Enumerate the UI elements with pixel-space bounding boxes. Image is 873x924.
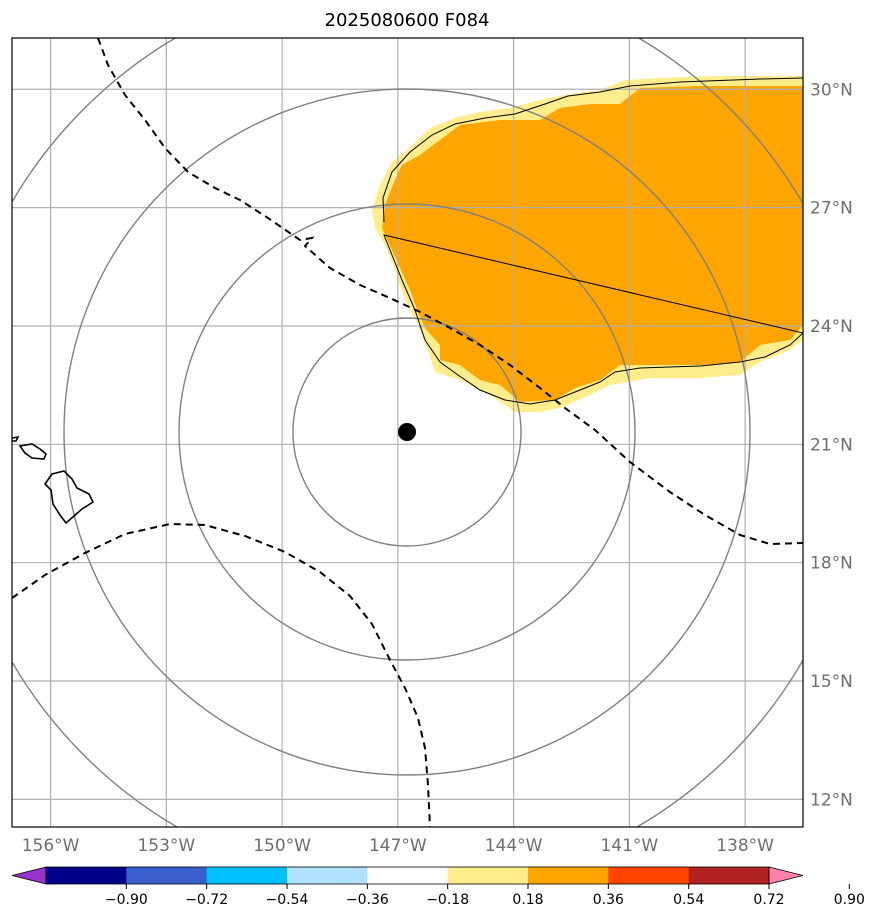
colorbar-segment <box>608 867 690 884</box>
colorbar-segment <box>367 867 449 884</box>
colorbar-extend-low <box>11 866 47 885</box>
map-frame <box>11 37 804 828</box>
island-big-island <box>43 470 95 525</box>
colorbar-segment <box>126 867 208 884</box>
dashed-contour-north <box>97 38 803 546</box>
colorbar-tick-label: −0.36 <box>346 892 389 908</box>
island-molokai <box>12 435 20 442</box>
colorbar-tick-label: 0.36 <box>593 892 624 908</box>
colorbar-tick-label: 0.90 <box>834 892 865 908</box>
colorbar-tick-label: 0.18 <box>512 892 543 908</box>
colorbar-segment <box>206 867 288 884</box>
colorbar-segment <box>528 867 609 884</box>
gridlines <box>12 38 803 827</box>
latitude-tick-label: 12°N <box>810 790 853 810</box>
island-maui <box>18 443 47 460</box>
map-area <box>12 38 803 827</box>
latitude-tick-label: 30°N <box>810 80 853 100</box>
anomaly-contour-outline <box>382 77 803 405</box>
range-ring-1 <box>292 317 522 547</box>
colorbar-frame <box>45 866 770 885</box>
colorbar-segment <box>688 867 770 884</box>
colorbar-tick-label: −0.72 <box>185 892 228 908</box>
longitude-tick-label: 156°W <box>22 836 80 856</box>
shaded-region-core <box>382 86 803 402</box>
range-ring-3 <box>63 88 751 776</box>
latitude-tick-label: 18°N <box>810 554 853 574</box>
colorbar-segment <box>46 867 127 884</box>
storm-center-marker <box>398 423 416 441</box>
latitude-labels: 12°N 15°N 18°N 21°N 24°N 27°N 30°N <box>810 80 853 810</box>
latitude-tick-label: 27°N <box>810 199 853 219</box>
colorbar-tick-label: −0.90 <box>105 892 148 908</box>
figure-title: 2025080600 F084 <box>325 10 490 31</box>
colorbar-tick-label: 0.54 <box>673 892 704 908</box>
latitude-tick-label: 15°N <box>810 672 853 692</box>
colorbar-tick-label: −0.54 <box>266 892 309 908</box>
colorbar-segment <box>287 867 368 884</box>
dashed-contour-south <box>12 522 431 827</box>
hawaii-islands <box>12 435 95 525</box>
latitude-tick-label: 24°N <box>810 317 853 337</box>
longitude-tick-label: 147°W <box>369 836 427 856</box>
longitude-tick-label: 138°W <box>716 836 774 856</box>
colorbar-tick-label: −0.18 <box>426 892 469 908</box>
longitude-tick-label: 141°W <box>600 836 658 856</box>
longitude-tick-label: 150°W <box>253 836 311 856</box>
longitude-tick-label: 144°W <box>485 836 543 856</box>
colorbar-tick-label: 0.72 <box>753 892 784 908</box>
longitude-labels: 156°W 153°W 150°W 147°W 144°W 141°W 138°W <box>22 836 774 856</box>
longitude-tick-label: 153°W <box>137 836 195 856</box>
colorbar-extend-high <box>768 866 804 885</box>
range-rings <box>12 38 803 827</box>
range-ring-2 <box>178 203 636 661</box>
colorbar: −0.90 −0.72 −0.54 −0.36 −0.18 0.18 0.36 0.54 0.7… <box>11 866 865 908</box>
latitude-tick-label: 21°N <box>810 435 853 455</box>
colorbar-segment <box>447 867 529 884</box>
